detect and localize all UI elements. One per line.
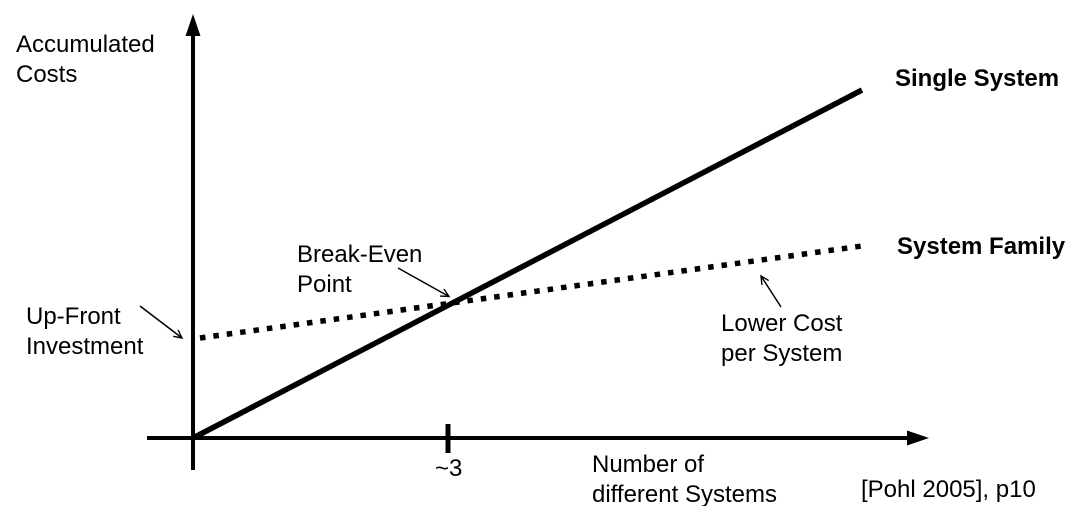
x-axis xyxy=(147,430,929,446)
system-family-label: System Family xyxy=(897,233,1066,260)
system-family-line xyxy=(199,243,863,341)
up-front-investment-label: Up-Front Investment xyxy=(26,303,144,360)
lower-cost-arrow xyxy=(760,274,782,308)
single-system-label: Single System xyxy=(895,65,1060,92)
y-axis-arrowhead xyxy=(185,14,201,36)
y-axis xyxy=(185,14,201,470)
x-tick-label: ~3 xyxy=(435,455,463,482)
x-axis-label: Number of different Systems xyxy=(592,451,777,506)
break-even-arrow xyxy=(397,267,451,298)
y-axis-label: Accumulated Costs xyxy=(16,31,155,88)
citation-label: [Pohl 2005], p10 xyxy=(861,476,1036,503)
lower-cost-label: Lower Cost per System xyxy=(721,310,843,367)
x-axis-arrowhead xyxy=(907,430,929,446)
single-system-line xyxy=(191,87,864,441)
break-even-label: Break-Even Point xyxy=(297,241,423,298)
up-front-investment-arrow xyxy=(139,305,184,339)
